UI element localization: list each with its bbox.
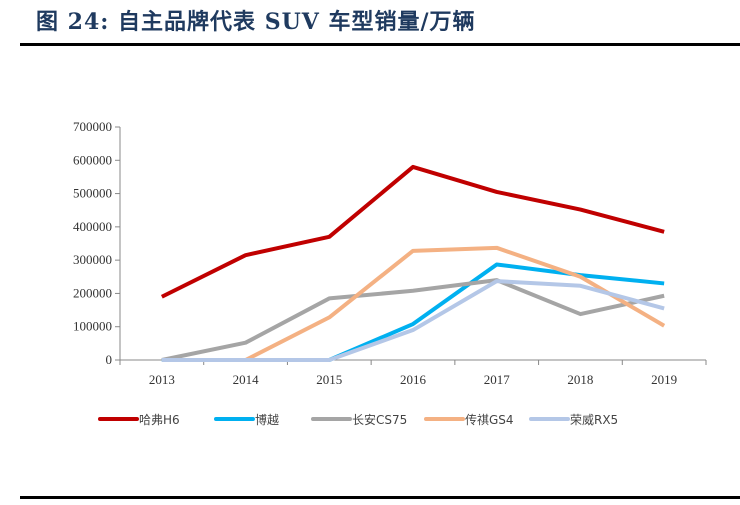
y-tick-label: 100000 bbox=[73, 319, 112, 334]
y-tick-label: 400000 bbox=[73, 219, 112, 234]
y-tick-label: 200000 bbox=[73, 285, 112, 300]
legend-label: 博越 bbox=[255, 412, 279, 427]
legend-label: 哈弗H6 bbox=[139, 413, 180, 427]
x-tick-label: 2013 bbox=[149, 372, 175, 387]
x-tick-label: 2016 bbox=[400, 372, 427, 387]
x-tick-label: 2014 bbox=[233, 372, 260, 387]
legend-label: 荣威RX5 bbox=[570, 413, 618, 427]
y-tick-label: 300000 bbox=[73, 252, 112, 267]
top-rule bbox=[20, 43, 740, 46]
y-tick-label: 500000 bbox=[73, 186, 112, 201]
y-tick-label: 0 bbox=[106, 352, 113, 367]
series-line-3 bbox=[244, 245, 666, 362]
legend-label: 传祺GS4 bbox=[465, 412, 514, 427]
x-tick-label: 2018 bbox=[567, 372, 593, 387]
y-tick-label: 700000 bbox=[73, 119, 112, 134]
bottom-rule bbox=[20, 496, 740, 499]
x-tick-label: 2015 bbox=[316, 372, 342, 387]
y-tick-label: 600000 bbox=[73, 152, 112, 167]
series-line-2 bbox=[161, 278, 665, 362]
legend-label: 长安CS75 bbox=[352, 412, 407, 427]
series-line-4 bbox=[161, 279, 665, 362]
x-tick-label: 2017 bbox=[484, 372, 511, 387]
chart-title: 图 24: 自主品牌代表 SUV 车型销量/万辆 bbox=[36, 9, 476, 35]
x-tick-label: 2019 bbox=[651, 372, 677, 387]
